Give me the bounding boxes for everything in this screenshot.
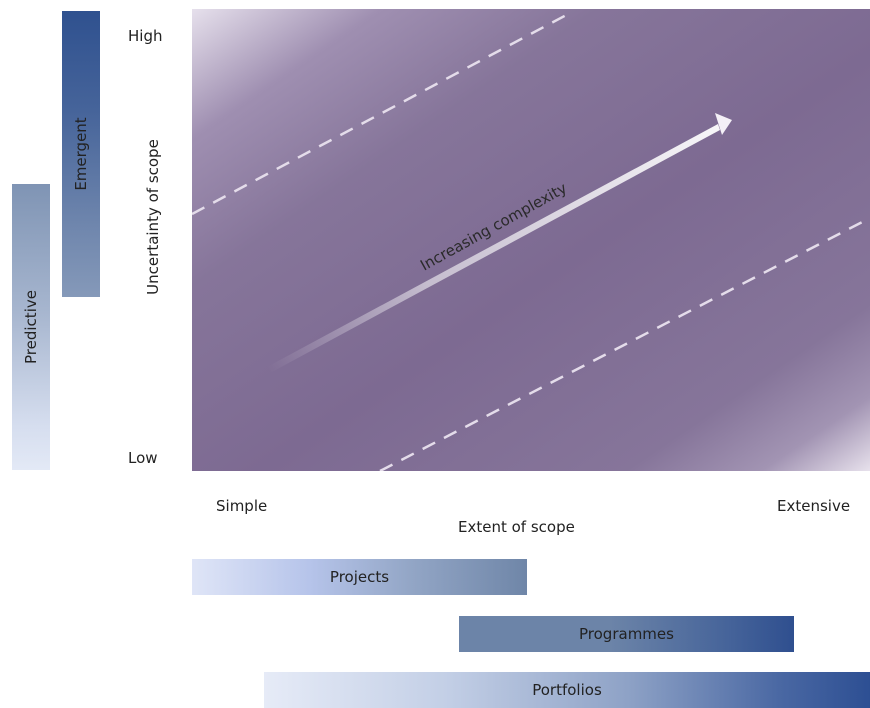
plot-svg: Increasing complexity bbox=[192, 9, 870, 471]
predictive-label: Predictive bbox=[22, 290, 40, 364]
x-right-label: Extensive bbox=[777, 497, 851, 515]
portfolios-bar: Portfolios bbox=[264, 672, 870, 708]
programmes-bar: Programmes bbox=[459, 616, 794, 652]
projects-label: Projects bbox=[329, 568, 390, 586]
plot-background bbox=[192, 9, 870, 471]
x-axis-title: Extent of scope bbox=[458, 518, 575, 536]
emergent-label: Emergent bbox=[72, 117, 90, 191]
emergent-bar: Emergent bbox=[62, 11, 100, 297]
complexity-plot: Increasing complexity bbox=[192, 9, 870, 471]
lower-dashed-line bbox=[379, 216, 870, 471]
y-low-label: Low bbox=[128, 449, 158, 467]
complexity-arrow-shaft bbox=[267, 124, 720, 373]
portfolios-label: Portfolios bbox=[532, 681, 602, 699]
y-axis-title: Uncertainty of scope bbox=[144, 139, 162, 295]
projects-bar: Projects bbox=[192, 559, 527, 595]
complexity-arrow-head bbox=[715, 113, 732, 135]
programmes-label: Programmes bbox=[579, 625, 674, 643]
y-high-label: High bbox=[128, 27, 163, 45]
predictive-bar: Predictive bbox=[12, 184, 50, 470]
x-left-label: Simple bbox=[216, 497, 268, 515]
